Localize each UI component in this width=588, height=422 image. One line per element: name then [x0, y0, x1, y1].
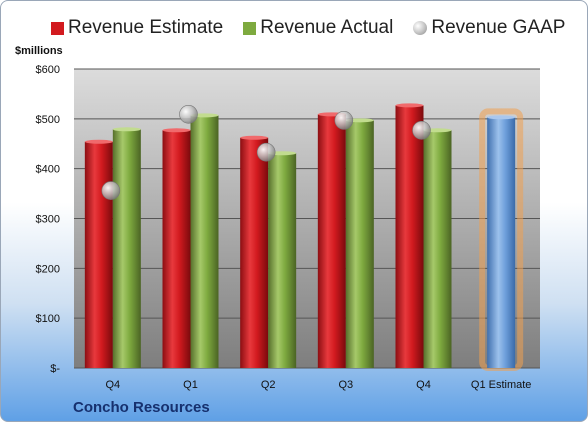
x-tick-label: Q2 [261, 379, 276, 391]
gaap-markers [101, 105, 431, 200]
bar-top [487, 115, 516, 120]
bar-top [112, 127, 141, 132]
y-tick-label: $200 [36, 263, 60, 275]
bar-estimate [84, 141, 113, 368]
y-tick-label: $500 [36, 114, 60, 126]
gaap-marker [101, 181, 121, 200]
x-tick-label: Q3 [338, 379, 353, 391]
y-axis-ticks: $- $100 $200 $300 $400 $500 $600 [36, 64, 61, 375]
legend-item-actual: Revenue Actual [243, 17, 393, 39]
legend: Revenue Estimate Revenue Actual Revenue … [51, 17, 587, 39]
y-tick-label: $- [50, 363, 60, 375]
bar-top [84, 139, 113, 144]
bar-estimate [317, 114, 346, 369]
x-tick-label: Q1 Estimate [471, 379, 532, 391]
bar-estimate-projection [487, 117, 516, 368]
legend-label-gaap: Revenue GAAP [431, 17, 566, 38]
bar-estimate [240, 137, 269, 368]
legend-swatch-actual [243, 21, 257, 35]
bar-top [395, 103, 424, 108]
bar-estimate [162, 130, 191, 368]
gaap-marker [412, 120, 431, 140]
x-tick-label: Q4 [416, 379, 431, 391]
bar-top [162, 128, 191, 133]
y-tick-label: $400 [36, 164, 60, 176]
legend-item-gaap: Revenue GAAP [413, 17, 565, 39]
x-axis-ticks: Q4 Q1 Q2 Q3 Q4 Q1 Estimate [105, 379, 531, 391]
y-tick-label: $300 [36, 214, 60, 226]
x-tick-label: Q4 [105, 379, 120, 391]
bar-top [240, 135, 269, 140]
legend-swatch-estimate [51, 21, 64, 35]
legend-item-estimate: Revenue Estimate [51, 17, 223, 39]
bar-estimate [395, 105, 424, 369]
y-axis-unit-label: $millions [15, 45, 63, 57]
bars [84, 103, 524, 371]
bar-actual [268, 153, 297, 368]
gaap-marker [179, 105, 198, 124]
gaap-marker [256, 142, 276, 162]
bar-actual [112, 129, 141, 368]
bar-actual [190, 115, 219, 368]
y-tick-label: $600 [36, 64, 60, 76]
gridlines [74, 68, 540, 369]
gaap-marker [334, 111, 354, 130]
legend-label-estimate: Revenue Estimate [68, 17, 224, 38]
bar-actual [345, 120, 374, 368]
y-tick-label: $100 [36, 313, 60, 325]
company-name: Concho Resources [73, 399, 210, 416]
legend-swatch-gaap [413, 21, 428, 35]
legend-label-actual: Revenue Actual [260, 17, 394, 38]
x-tick-label: Q1 [183, 379, 198, 391]
bar-actual [423, 130, 452, 368]
